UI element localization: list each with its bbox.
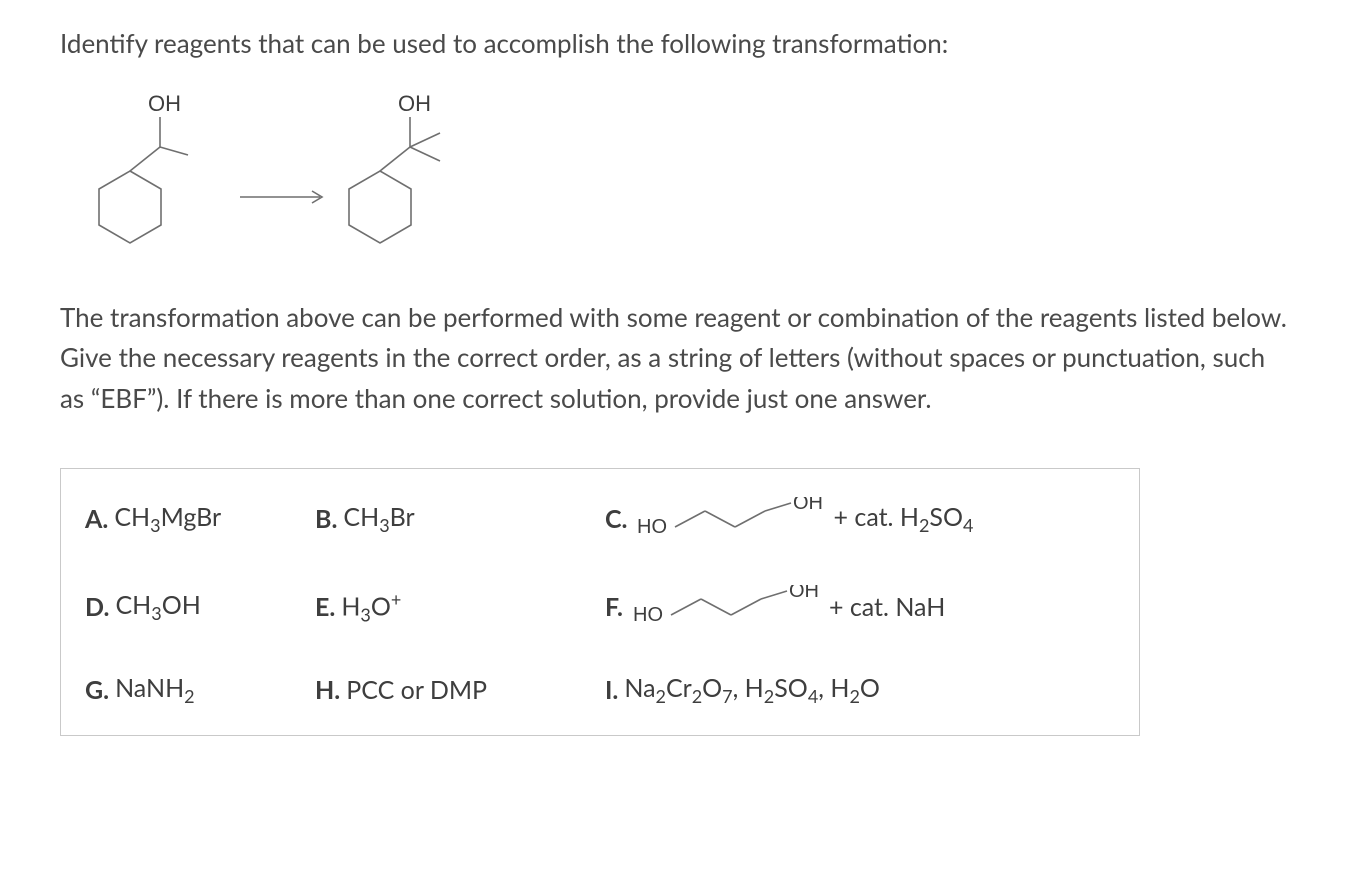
reaction-svg: OH OH [60, 87, 560, 267]
start-oh-label: OH [148, 91, 181, 116]
reagent-G-formula: NaNH2 [115, 673, 195, 707]
reagent-I: I. Na2Cr2O7, H2SO4, H2O [605, 673, 1115, 707]
reagent-F: F. HO OH + cat. NaH [605, 585, 1115, 629]
reagent-D-formula: CH3OH [115, 590, 200, 624]
reagent-list: A. CH3MgBr B. CH3Br C. HO OH [60, 468, 1140, 736]
reagent-C-label: C. [605, 504, 627, 534]
reagent-I-formula: Na2Cr2O7, H2SO4, H2O [624, 673, 880, 707]
reagent-I-label: I. [605, 675, 618, 705]
question-explanation: The transformation above can be performe… [60, 297, 1287, 418]
reagent-E-label: E. [315, 592, 335, 622]
diol-structure-C: HO OH [633, 497, 833, 541]
svg-text:OH: OH [793, 497, 823, 514]
svg-text:HO: HO [633, 604, 663, 626]
reagent-row-3: G. NaNH2 H. PCC or DMP I. Na2Cr2O7, H2SO… [85, 673, 1115, 707]
reagent-B-label: B. [315, 504, 337, 534]
reagent-G: G. NaNH2 [85, 673, 315, 707]
reagent-H-formula: PCC or DMP [346, 675, 487, 705]
reagent-E-formula: H3O+ [341, 588, 401, 625]
reagent-A: A. CH3MgBr [85, 502, 315, 536]
svg-text:OH: OH [789, 585, 819, 602]
reagent-H-label: H. [315, 675, 340, 705]
product-oh-label: OH [398, 91, 431, 116]
reagent-C-tail: + cat. H2SO4 [833, 502, 973, 536]
reagent-D: D. CH3OH [85, 590, 315, 624]
reagent-H: H. PCC or DMP [315, 675, 605, 705]
question-prompt: Identify reagents that can be used to ac… [60, 24, 1287, 63]
reagent-row-2: D. CH3OH E. H3O+ F. HO OH [85, 585, 1115, 629]
reaction-scheme: OH OH [60, 87, 1287, 267]
reagent-D-label: D. [85, 592, 109, 622]
reagent-G-label: G. [85, 675, 109, 705]
svg-text:HO: HO [637, 516, 667, 538]
reagent-B: B. CH3Br [315, 502, 605, 536]
question-container: Identify reagents that can be used to ac… [0, 0, 1347, 776]
reaction-arrow [240, 191, 322, 203]
reagent-C: C. HO OH + cat. H2SO4 [605, 497, 1115, 541]
reagent-F-tail: + cat. NaH [829, 592, 945, 622]
reagent-row-1: A. CH3MgBr B. CH3Br C. HO OH [85, 497, 1115, 541]
reagent-F-label: F. [605, 592, 623, 622]
reagent-E: E. H3O+ [315, 588, 605, 625]
reagent-B-formula: CH3Br [343, 502, 414, 536]
reagent-A-label: A. [85, 504, 108, 534]
reagent-A-formula: CH3MgBr [114, 502, 221, 536]
diol-structure-F: HO OH [629, 585, 829, 629]
